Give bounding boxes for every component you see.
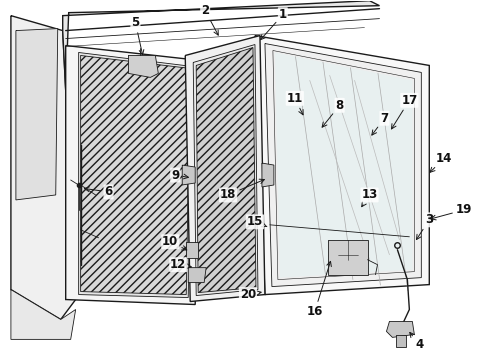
PathPatch shape <box>78 53 192 298</box>
PathPatch shape <box>275 53 413 278</box>
Text: 19: 19 <box>431 203 472 220</box>
Text: 14: 14 <box>430 152 452 172</box>
Text: 7: 7 <box>372 112 389 135</box>
Text: 11: 11 <box>287 92 303 115</box>
PathPatch shape <box>262 163 274 187</box>
PathPatch shape <box>196 48 256 293</box>
PathPatch shape <box>81 55 190 294</box>
Text: 6: 6 <box>84 185 113 198</box>
PathPatch shape <box>387 321 415 337</box>
PathPatch shape <box>265 44 421 287</box>
Text: 17: 17 <box>392 94 417 129</box>
PathPatch shape <box>185 36 265 302</box>
Text: 15: 15 <box>247 215 267 228</box>
PathPatch shape <box>186 242 198 258</box>
Text: 3: 3 <box>416 213 433 239</box>
Text: 9: 9 <box>171 168 188 181</box>
PathPatch shape <box>66 45 200 305</box>
PathPatch shape <box>396 336 406 347</box>
Text: 2: 2 <box>201 4 218 35</box>
PathPatch shape <box>128 55 158 77</box>
Text: 1: 1 <box>261 8 287 40</box>
Text: 10: 10 <box>162 235 187 250</box>
PathPatch shape <box>273 50 415 280</box>
Text: 20: 20 <box>240 288 261 301</box>
Text: 12: 12 <box>170 258 192 271</box>
PathPatch shape <box>328 240 368 275</box>
Text: 5: 5 <box>131 16 144 55</box>
PathPatch shape <box>255 36 429 294</box>
PathPatch shape <box>11 15 75 319</box>
Text: 4: 4 <box>410 332 423 351</box>
Text: 16: 16 <box>307 261 331 318</box>
PathPatch shape <box>188 268 206 283</box>
PathPatch shape <box>11 289 75 339</box>
PathPatch shape <box>182 165 195 185</box>
PathPatch shape <box>16 28 58 200</box>
PathPatch shape <box>193 45 258 296</box>
Text: 13: 13 <box>362 188 378 207</box>
Text: 8: 8 <box>322 99 344 127</box>
PathPatch shape <box>63 1 379 90</box>
Text: 18: 18 <box>220 179 265 202</box>
